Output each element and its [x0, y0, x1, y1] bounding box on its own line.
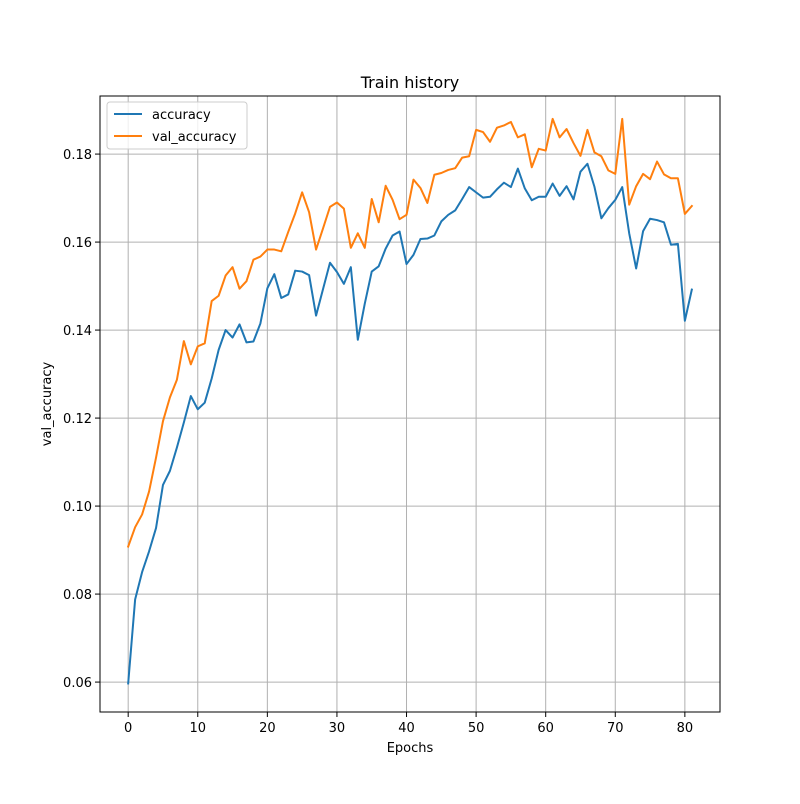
x-axis-label: Epochs	[387, 741, 434, 756]
y-tick-label: 0.18	[63, 148, 92, 163]
x-tick-label: 50	[468, 721, 485, 736]
y-tick-label: 0.08	[63, 588, 92, 603]
legend: accuracy val_accuracy	[106, 101, 248, 150]
legend-label-accuracy: accuracy	[152, 108, 211, 123]
series-line-accuracy	[127, 162, 694, 685]
plot-frame	[99, 95, 721, 713]
x-tick-label: 60	[537, 721, 554, 736]
x-tick-label: 10	[189, 721, 206, 736]
y-tick-label: 0.14	[63, 324, 92, 339]
y-tick-label: 0.16	[63, 236, 92, 251]
series-line-val-accuracy	[126, 117, 694, 548]
x-tick-label: 70	[607, 721, 624, 736]
x-tick-label: 80	[677, 721, 694, 736]
x-tick-label: 0	[124, 721, 132, 736]
series-layer	[126, 117, 694, 685]
y-tick-label: 0.06	[63, 676, 92, 691]
x-tick-label: 40	[398, 721, 415, 736]
x-tick-label: 20	[259, 721, 276, 736]
legend-label-val-accuracy: val_accuracy	[152, 130, 237, 145]
y-axis: 0.06 0.08 0.10 0.12 0.14 0.16 0.18	[63, 148, 100, 691]
chart-title: Train history	[360, 73, 460, 92]
x-axis: 0 10 20 30 40 50 60 70 80	[124, 712, 693, 736]
y-tick-label: 0.10	[63, 500, 92, 515]
x-tick-label: 30	[329, 721, 346, 736]
y-tick-label: 0.12	[63, 412, 92, 427]
y-axis-label: val_accuracy	[40, 361, 55, 446]
